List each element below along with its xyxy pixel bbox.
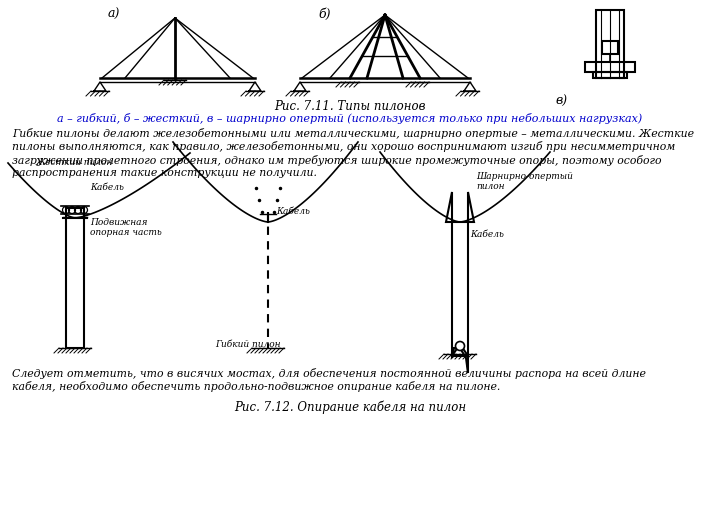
Text: распространения такие конструкции не получили.: распространения такие конструкции не пол…: [12, 168, 317, 179]
Polygon shape: [446, 192, 474, 373]
Bar: [602, 41, 618, 54]
Text: Гибкий пилон: Гибкий пилон: [215, 340, 280, 349]
Text: б): б): [318, 8, 330, 21]
Circle shape: [456, 341, 465, 351]
Bar: [596, 10, 624, 78]
Text: Кабель: Кабель: [276, 207, 310, 216]
Text: Гибкие пилоны делают железобетонными или металлическими, шарнирно опертые – мета: Гибкие пилоны делают железобетонными или…: [12, 128, 694, 139]
Text: загружении пролетного строения, однако им требуются широкие промежуточные опоры,: загружении пролетного строения, однако и…: [12, 155, 662, 166]
Bar: [585, 62, 635, 72]
Text: Кабель: Кабель: [90, 183, 124, 192]
Text: Рис. 7.12. Опирание кабеля на пилон: Рис. 7.12. Опирание кабеля на пилон: [234, 400, 466, 414]
Text: а): а): [108, 8, 121, 21]
Bar: [593, 72, 627, 78]
Bar: [66, 208, 84, 348]
Text: Жесткий пилон: Жесткий пилон: [36, 158, 114, 167]
Text: Рис. 7.11. Типы пилонов: Рис. 7.11. Типы пилонов: [274, 100, 426, 113]
Text: Следует отметить, что в висячих мостах, для обеспечения постоянной величины расп: Следует отметить, что в висячих мостах, …: [12, 368, 646, 379]
Text: кабеля, необходимо обеспечить продольно-подвижное опирание кабеля на пилоне.: кабеля, необходимо обеспечить продольно-…: [12, 382, 501, 392]
Text: Шарнирно-опертый
пилон: Шарнирно-опертый пилон: [476, 172, 573, 192]
Text: Подвижная
опорная часть: Подвижная опорная часть: [90, 218, 162, 237]
Text: Кабель: Кабель: [470, 230, 504, 239]
Text: в): в): [555, 95, 567, 108]
Text: а – гибкий, б – жесткий, в – шарнирно опертый (используется только при небольших: а – гибкий, б – жесткий, в – шарнирно оп…: [57, 113, 643, 124]
Text: пилоны выполняются, как правило, железобетонными, они хорошо воспринимают изгиб : пилоны выполняются, как правило, железоб…: [12, 142, 675, 152]
